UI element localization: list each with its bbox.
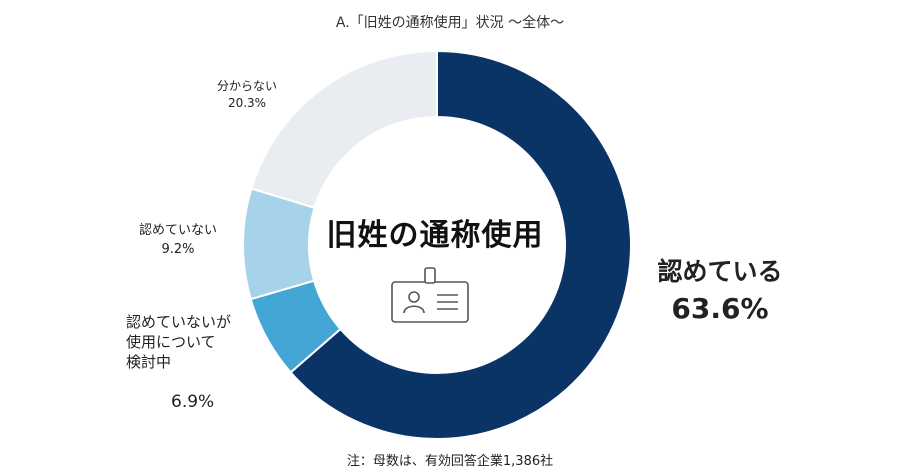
id-badge-icon [391, 267, 469, 323]
slice-label-not-recognized: 認めていない 9.2% [122, 221, 234, 259]
donut-slices [242, 49, 632, 440]
slice-label-unknown: 分からない 20.3% [205, 78, 289, 112]
donut-slice-3 [250, 49, 438, 209]
slice-label-recognized: 認めている 63.6% [650, 252, 790, 325]
footnote: 注：母数は、有効回答企業1,386社 [346, 454, 554, 469]
slice-name: 分からない [216, 79, 277, 93]
donut-slice-0 [289, 49, 632, 440]
slice-value: 9.2% [161, 242, 195, 257]
chart-title: A.「旧姓の通称使用」状況 ～全体～ [335, 15, 565, 31]
center-title: 旧姓の通称使用 [326, 218, 544, 253]
slice-value-considering: 6.9% [171, 392, 215, 412]
slice-label-considering: 認めていないが 使用について 検討中 [126, 313, 232, 371]
slice-value: 63.6% [671, 292, 769, 325]
slice-name: 認めていない [138, 223, 217, 238]
slice-name: 認めている [657, 257, 783, 286]
slice-value: 20.3% [227, 96, 267, 110]
